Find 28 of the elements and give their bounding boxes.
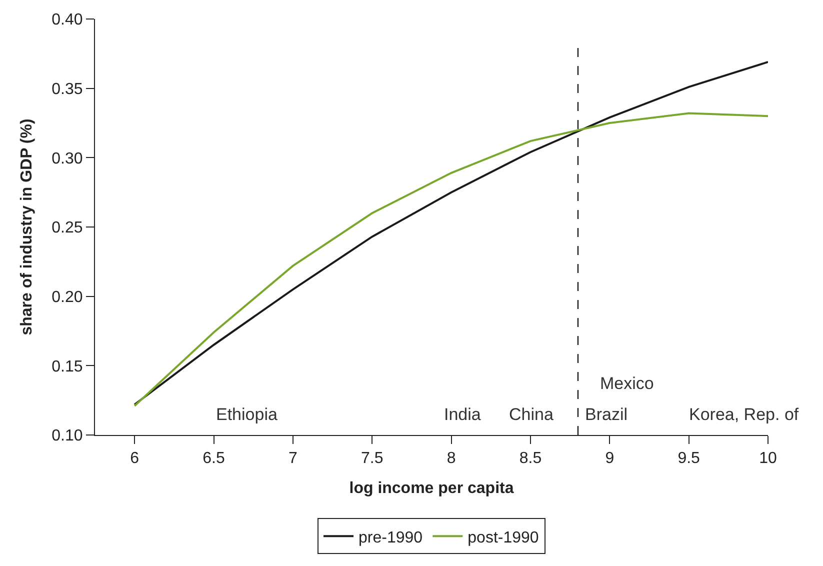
annotation: Ethiopia <box>216 405 278 424</box>
x-tick-label: 9.5 <box>678 450 700 468</box>
annotation: Brazil <box>585 405 628 424</box>
annotation: Korea, Rep. of <box>689 405 799 424</box>
annotation: India <box>444 405 482 424</box>
line-series <box>134 60 768 406</box>
line-series <box>134 112 768 407</box>
legend-label: post-1990 <box>468 529 539 546</box>
y-tick-label: 0.15 <box>52 358 83 376</box>
x-axis-title: log income per capita <box>349 480 514 497</box>
y-tick-label: 0.10 <box>52 428 83 445</box>
x-tick-label: 6 <box>130 450 140 468</box>
y-tick-label: 0.30 <box>52 150 83 168</box>
y-tick-label: 0.35 <box>52 80 83 98</box>
y-tick-label: 0.20 <box>52 288 83 306</box>
x-tick-label: 7 <box>288 450 298 468</box>
legend-label: pre-1990 <box>358 529 423 546</box>
y-tick-label: 0.25 <box>52 220 83 237</box>
x-tick-label: 10 <box>759 450 777 468</box>
y-axis-title: share of industry in GDP (%) <box>18 118 36 336</box>
annotation: Mexico <box>600 374 654 393</box>
x-tick-label: 8.5 <box>519 450 542 468</box>
x-tick-label: 6.5 <box>202 450 225 468</box>
x-tick-label: 8 <box>446 450 456 468</box>
y-tick-label: 0.40 <box>52 12 83 29</box>
x-tick-label: 9 <box>605 450 614 468</box>
annotation: China <box>509 405 554 424</box>
x-tick-label: 7.5 <box>360 450 384 468</box>
